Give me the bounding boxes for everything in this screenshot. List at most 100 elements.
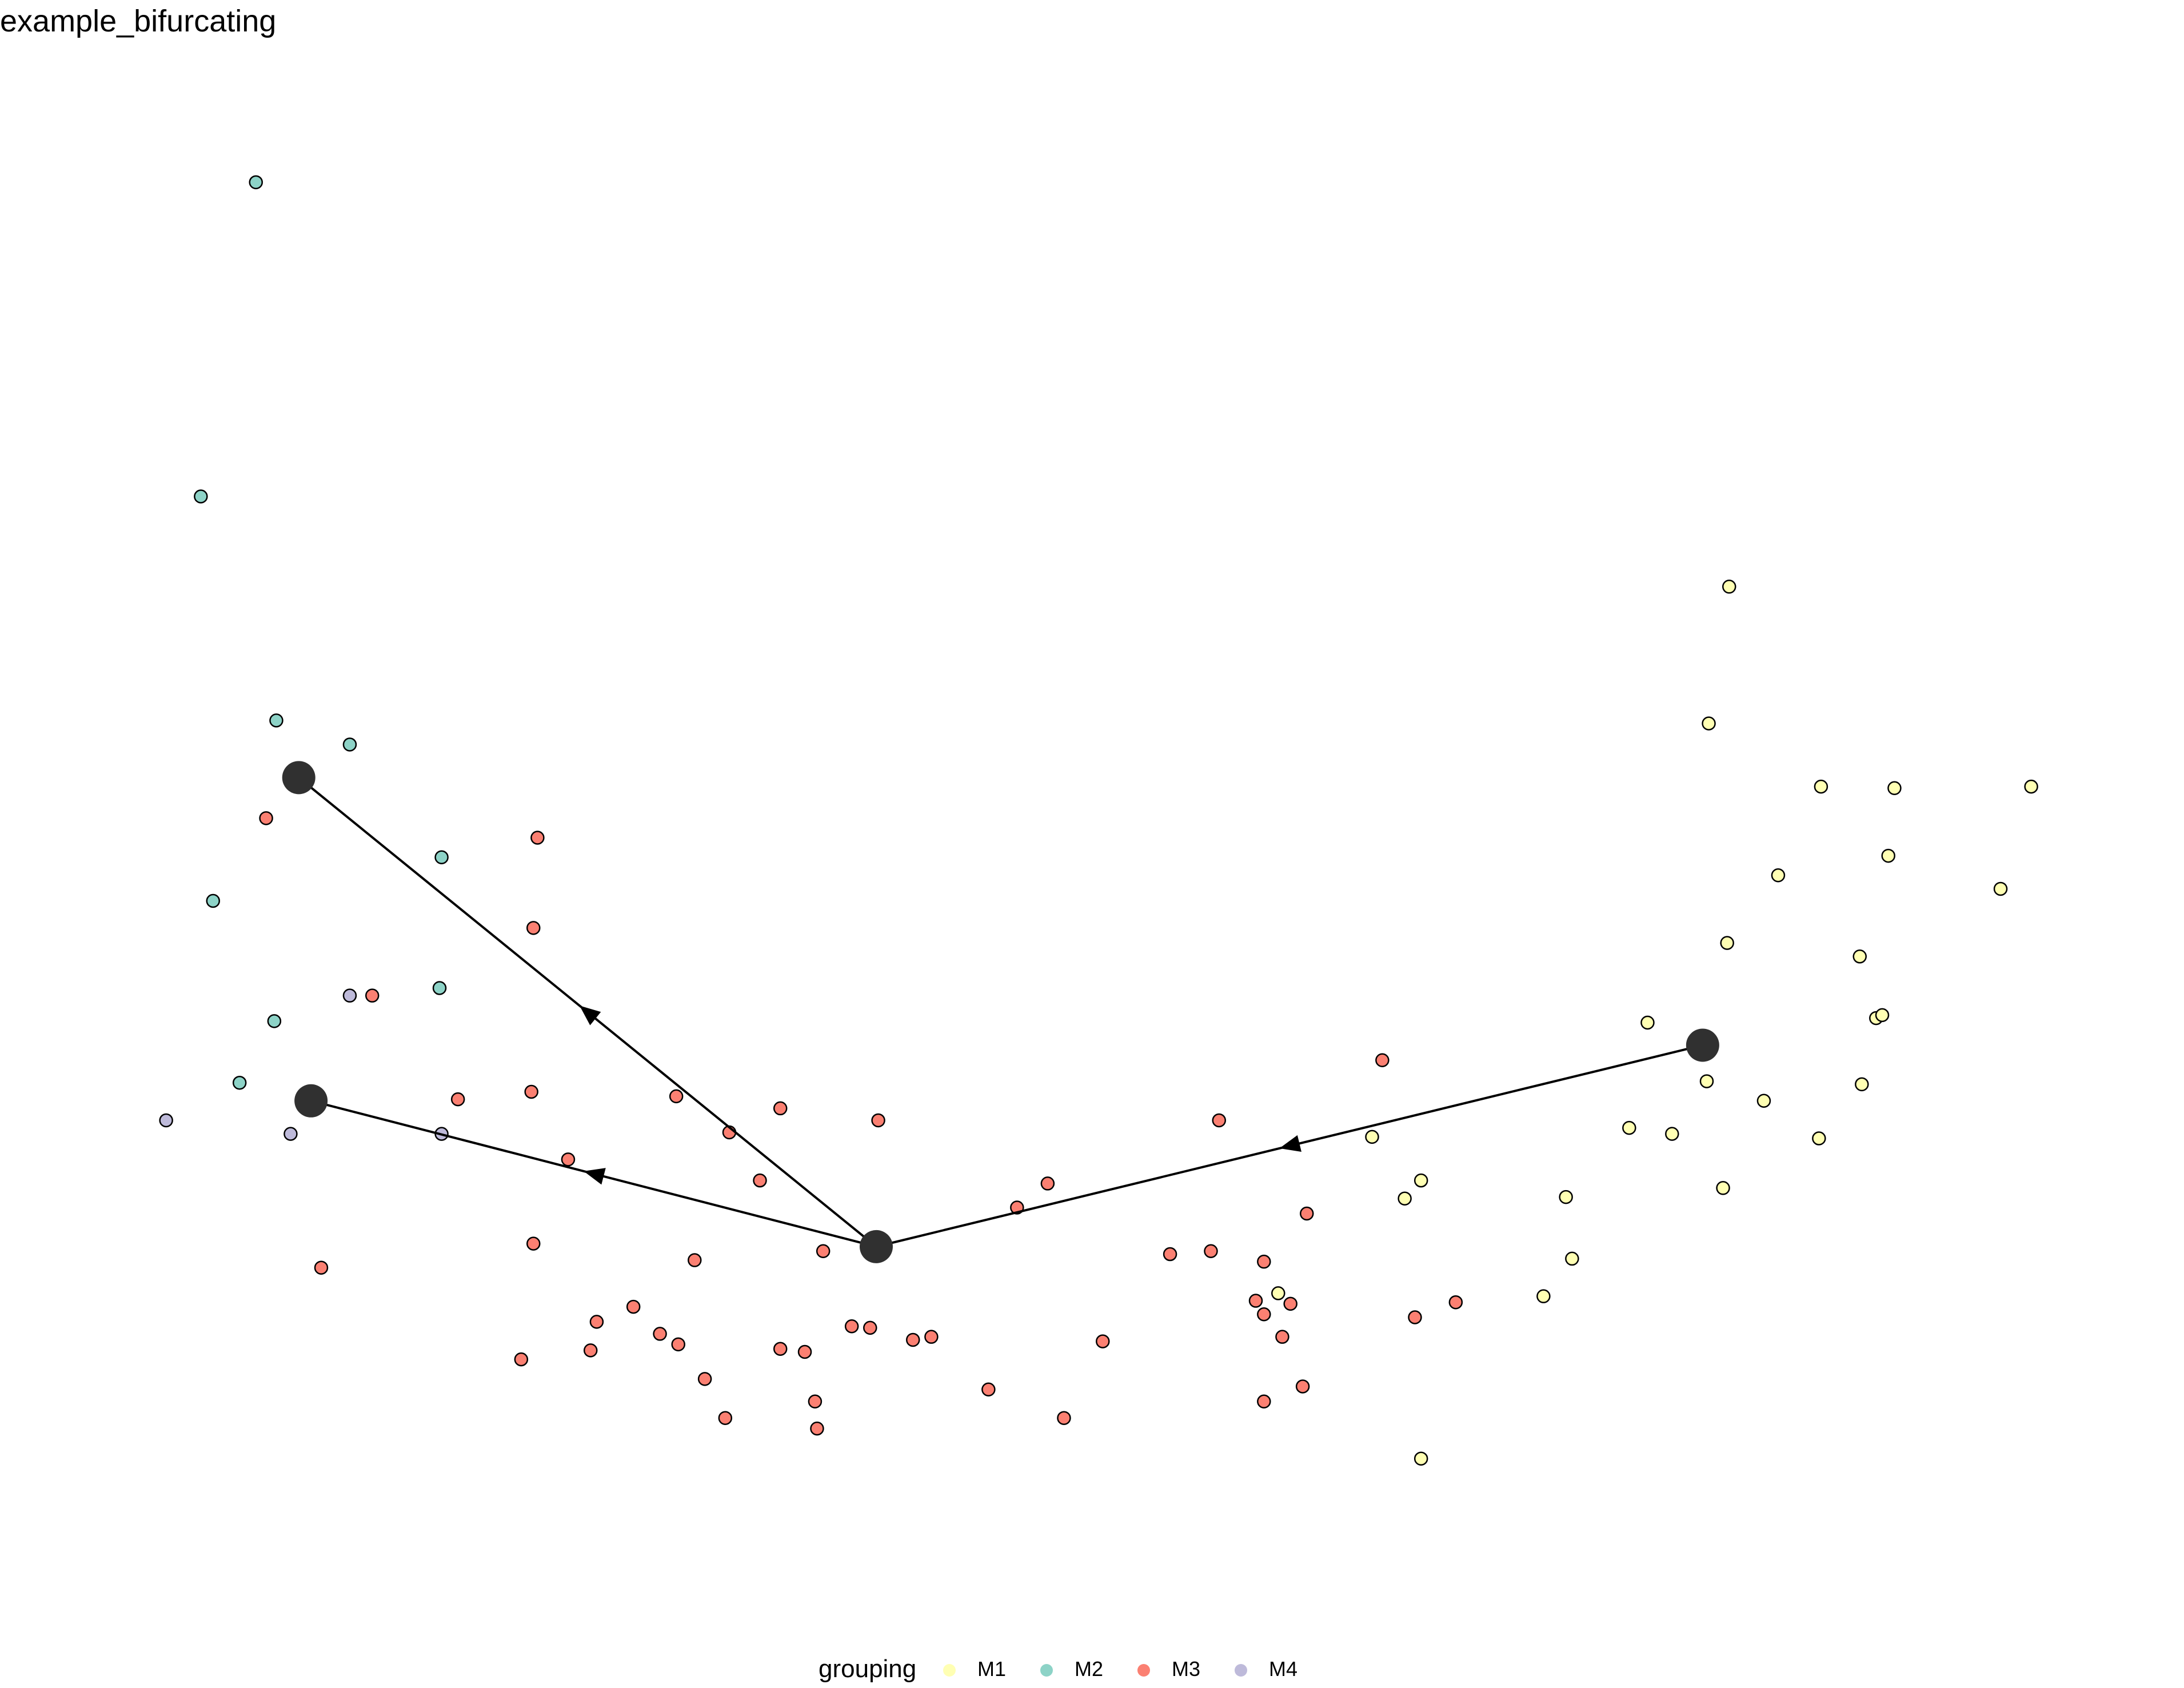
milestone-m1: [1686, 1028, 1719, 1062]
point-m2-0: [249, 175, 263, 190]
point-m3-40: [514, 1352, 529, 1367]
point-m2-5: [206, 893, 221, 908]
point-m3-23: [1257, 1254, 1271, 1269]
point-m1-22: [1559, 1190, 1573, 1204]
legend-key-m3: [1137, 1664, 1150, 1677]
legend-label-m2: M2: [1075, 1657, 1104, 1681]
point-m1-12: [1640, 1015, 1655, 1030]
point-m1-9: [1852, 949, 1867, 964]
point-m3-19: [816, 1244, 831, 1259]
point-m3-5: [524, 1084, 538, 1099]
edge-arrow-m3-m2: [579, 1005, 601, 1025]
point-m1-8: [1720, 936, 1734, 950]
point-m1-26: [1271, 1286, 1285, 1300]
point-m3-11: [753, 1173, 767, 1188]
point-m1-0: [1722, 580, 1736, 594]
point-m3-7: [871, 1113, 885, 1128]
point-m1-3: [1887, 781, 1902, 795]
point-m1-21: [1398, 1191, 1412, 1206]
point-m3-2: [526, 921, 541, 935]
point-m3-20: [314, 1260, 329, 1275]
point-m1-18: [1812, 1131, 1826, 1146]
point-m3-24: [1248, 1294, 1263, 1308]
point-m1-20: [1414, 1173, 1428, 1188]
point-m1-7: [1993, 881, 2008, 896]
point-m2-3: [342, 737, 357, 752]
legend-label-m1: M1: [977, 1657, 1007, 1681]
point-m1-17: [1665, 1127, 1679, 1141]
point-m4-0: [342, 988, 357, 1003]
milestone-m2: [282, 761, 316, 795]
edge-arrow-m1-m3: [1279, 1135, 1301, 1152]
point-m3-15: [1212, 1113, 1227, 1128]
point-m3-38: [1096, 1334, 1110, 1348]
point-m3-4: [450, 1092, 465, 1107]
point-m2-1: [194, 489, 208, 504]
point-m3-1: [530, 831, 545, 845]
point-m3-12: [1040, 1176, 1055, 1191]
point-m1-24: [1565, 1251, 1579, 1266]
point-m3-50: [810, 1421, 824, 1436]
point-m3-33: [583, 1343, 598, 1358]
point-m3-39: [1275, 1330, 1289, 1344]
point-m3-36: [906, 1332, 920, 1347]
point-m1-4: [2024, 779, 2038, 794]
point-m3-0: [259, 811, 273, 825]
milestone-m3: [860, 1230, 893, 1263]
point-m3-25: [1283, 1296, 1297, 1311]
point-m3-44: [981, 1382, 996, 1396]
point-m3-47: [1257, 1394, 1271, 1409]
point-m3-46: [808, 1394, 823, 1409]
point-m1-27: [1414, 1451, 1428, 1466]
point-m2-6: [432, 981, 447, 995]
point-m4-1: [159, 1113, 173, 1128]
point-m3-37: [924, 1330, 939, 1344]
point-m3-22: [1204, 1244, 1218, 1259]
legend-key-m1: [943, 1664, 956, 1677]
point-m3-21: [1163, 1247, 1177, 1262]
point-m1-5: [1881, 848, 1895, 863]
point-m2-4: [434, 850, 449, 864]
point-m3-14: [1375, 1053, 1390, 1068]
legend-label-m3: M3: [1172, 1657, 1201, 1681]
point-m2-2: [269, 713, 284, 728]
point-m3-30: [589, 1315, 604, 1329]
point-m3-28: [1448, 1295, 1463, 1310]
point-m1-25: [1536, 1289, 1551, 1303]
point-m3-18: [688, 1253, 702, 1267]
point-m3-29: [626, 1299, 641, 1314]
point-m3-41: [773, 1342, 788, 1356]
point-m3-16: [1300, 1206, 1314, 1221]
trajectory-edges: [298, 776, 1703, 1248]
point-m3-48: [718, 1411, 733, 1425]
point-m1-15: [1855, 1077, 1869, 1092]
legend: grouping M1 M2 M3 M4: [0, 1655, 2184, 1688]
legend-key-m2: [1040, 1664, 1053, 1677]
point-m3-34: [844, 1319, 859, 1334]
edge-arrow-m3-m4: [584, 1168, 606, 1185]
point-m1-23: [1716, 1181, 1730, 1195]
legend-label-m4: M4: [1269, 1657, 1298, 1681]
point-m3-26: [1257, 1307, 1271, 1322]
point-m3-43: [697, 1372, 712, 1386]
chart-title: example_bifurcating: [0, 4, 277, 38]
trajectory-milestones: [282, 761, 1719, 1263]
point-m3-49: [1057, 1411, 1071, 1425]
point-m1-19: [1365, 1130, 1379, 1144]
point-m1-13: [1699, 1074, 1714, 1088]
point-m1-2: [1814, 779, 1828, 794]
point-m3-45: [1295, 1379, 1310, 1394]
point-m3-8: [669, 1089, 684, 1104]
point-m3-32: [671, 1337, 685, 1352]
point-m2-8: [232, 1075, 247, 1090]
point-m3-10: [773, 1101, 788, 1116]
point-m3-31: [653, 1327, 667, 1341]
point-m3-42: [797, 1344, 812, 1359]
point-m3-3: [365, 988, 380, 1003]
point-m4-2: [284, 1127, 298, 1141]
legend-key-m4: [1235, 1664, 1247, 1677]
point-m1-14: [1756, 1094, 1771, 1108]
point-m3-17: [526, 1236, 541, 1251]
point-m1-11: [1875, 1008, 1890, 1023]
